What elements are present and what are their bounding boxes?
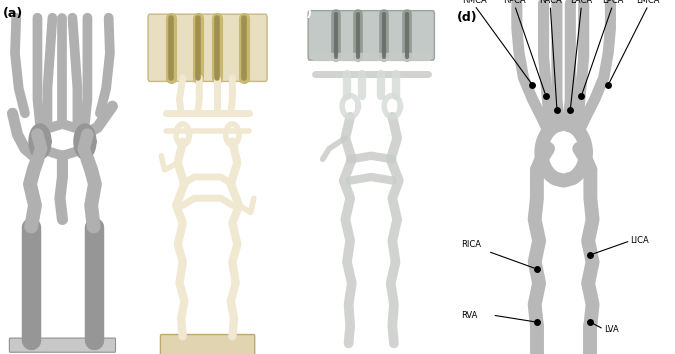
Text: (b): (b) bbox=[128, 7, 148, 20]
Text: (c): (c) bbox=[294, 7, 313, 20]
Text: LVA: LVA bbox=[603, 325, 618, 334]
Text: LPCA: LPCA bbox=[602, 0, 623, 5]
FancyBboxPatch shape bbox=[308, 11, 435, 60]
FancyBboxPatch shape bbox=[9, 338, 115, 352]
Text: RICA: RICA bbox=[461, 240, 481, 249]
FancyBboxPatch shape bbox=[161, 335, 254, 354]
Text: RPCA: RPCA bbox=[504, 0, 526, 5]
Text: RMCA: RMCA bbox=[462, 0, 487, 5]
FancyBboxPatch shape bbox=[148, 14, 267, 81]
Text: (a): (a) bbox=[3, 7, 23, 20]
Text: (d): (d) bbox=[457, 11, 477, 24]
Text: LMCA: LMCA bbox=[637, 0, 660, 5]
Text: LICA: LICA bbox=[630, 236, 649, 245]
Text: RACA: RACA bbox=[539, 0, 562, 5]
Text: RVA: RVA bbox=[461, 310, 477, 320]
Text: LACA: LACA bbox=[570, 0, 593, 5]
